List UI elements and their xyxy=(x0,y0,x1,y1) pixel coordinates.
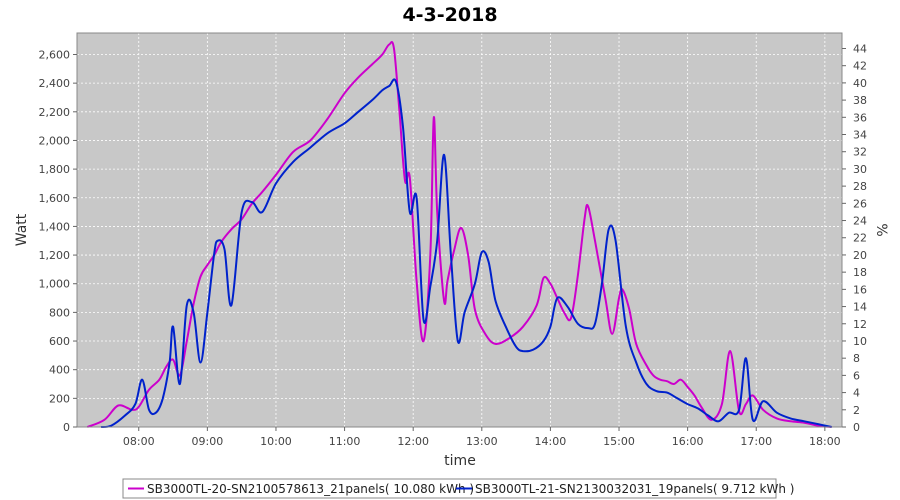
y-tick-label: 1,800 xyxy=(39,163,71,176)
y-tick-label: 200 xyxy=(49,392,70,405)
y-axis-title: Watt xyxy=(14,213,30,246)
y2-tick-label: 14 xyxy=(853,301,867,314)
y-tick-label: 600 xyxy=(49,335,70,348)
y-tick-label: 2,600 xyxy=(39,48,71,61)
y2-tick-label: 8 xyxy=(853,352,860,365)
x-tick-label: 15:00 xyxy=(603,435,635,448)
x-tick-label: 16:00 xyxy=(672,435,704,448)
x-tick-label: 11:00 xyxy=(329,435,361,448)
x-tick-label: 13:00 xyxy=(466,435,498,448)
y-tick-label: 2,200 xyxy=(39,106,71,119)
x-tick-label: 09:00 xyxy=(192,435,224,448)
y-tick-label: 2,000 xyxy=(39,134,71,147)
grid-lines xyxy=(77,33,842,428)
y2-tick-label: 42 xyxy=(853,60,867,73)
legend: SB3000TL-20-SN2100578613_21panels( 10.08… xyxy=(122,478,794,499)
legend-box xyxy=(122,478,777,499)
y-axis-left: 0 200 400 600 800 1,000 1,200 1,400 1,600 1,800 2,… xyxy=(39,48,77,434)
legend-label-series-2: SB3000TL-21-SN2130032031_19panels( 9.712… xyxy=(475,482,794,496)
y-axis-right: 0246810121416182022242628303234363840424… xyxy=(842,42,867,434)
y-tick-label: 1,200 xyxy=(39,249,71,262)
x-tick-label: 18:00 xyxy=(809,435,841,448)
plot-border xyxy=(76,32,843,428)
y2-tick-label: 24 xyxy=(853,215,867,228)
y2-tick-label: 26 xyxy=(853,197,867,210)
y2-tick-label: 32 xyxy=(853,146,867,159)
y2-tick-label: 36 xyxy=(853,111,867,124)
x-tick-label: 12:00 xyxy=(397,435,429,448)
y-tick-label: 800 xyxy=(49,306,70,319)
y2-tick-label: 34 xyxy=(853,129,867,142)
y2-tick-label: 44 xyxy=(853,42,867,55)
legend-label-series-1: SB3000TL-20-SN2100578613_21panels( 10.08… xyxy=(147,482,474,496)
x-tick-label: 14:00 xyxy=(535,435,567,448)
y2-tick-label: 16 xyxy=(853,283,867,296)
y2-tick-label: 12 xyxy=(853,318,867,331)
y-tick-label: 1,600 xyxy=(39,192,71,205)
chart-title: 4-3-2018 xyxy=(402,4,497,26)
y-tick-label: 1,000 xyxy=(39,278,71,291)
y2-axis-title: % xyxy=(873,223,889,236)
y2-tick-label: 40 xyxy=(853,77,867,90)
y2-tick-label: 22 xyxy=(853,232,867,245)
y2-tick-label: 28 xyxy=(853,180,867,193)
y-tick-label: 1,400 xyxy=(39,220,71,233)
y2-tick-label: 18 xyxy=(853,266,867,279)
x-axis: 08:00 09:00 10:00 11:00 12:00 13:00 14:00 15:00… xyxy=(123,427,841,448)
y2-tick-label: 2 xyxy=(853,404,860,417)
y2-tick-label: 6 xyxy=(853,369,860,382)
series-lines xyxy=(86,41,832,428)
x-axis-title: time xyxy=(444,453,476,469)
series-line-2 xyxy=(100,78,832,428)
series-line-1 xyxy=(86,41,832,428)
y2-tick-label: 4 xyxy=(853,387,860,400)
y2-tick-label: 20 xyxy=(853,249,867,262)
y-tick-label: 0 xyxy=(63,421,70,434)
y-tick-label: 2,400 xyxy=(39,77,71,90)
y2-tick-label: 30 xyxy=(853,163,867,176)
y2-tick-label: 10 xyxy=(853,335,867,348)
x-tick-label: 08:00 xyxy=(123,435,155,448)
y2-tick-label: 38 xyxy=(853,94,867,107)
y-tick-label: 400 xyxy=(49,364,70,377)
y2-tick-label: 0 xyxy=(853,421,860,434)
x-tick-label: 10:00 xyxy=(260,435,292,448)
x-tick-label: 17:00 xyxy=(740,435,772,448)
